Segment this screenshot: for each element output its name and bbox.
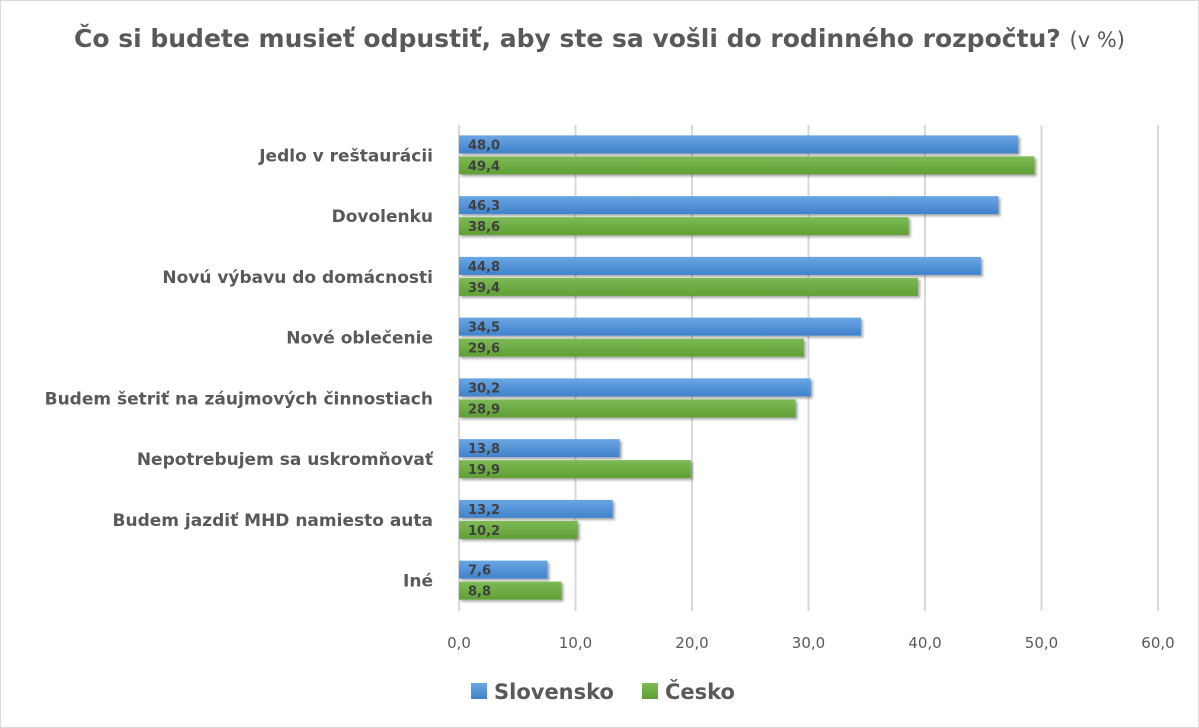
data-label: 39,4 [468, 281, 500, 296]
category-label: Budem šetriť na záujmových činnostiach [45, 389, 433, 409]
x-tick-label: 20,0 [675, 634, 708, 652]
data-label: 46,3 [468, 199, 500, 214]
bar-slovensko [459, 317, 861, 336]
data-label: 48,0 [468, 138, 500, 153]
legend-label: Slovensko [494, 680, 614, 704]
bar-česko [459, 156, 1035, 175]
bar-slovensko [459, 560, 548, 579]
data-label: 29,6 [468, 342, 500, 357]
data-label: 44,8 [468, 260, 500, 275]
chart-title: Čo si budete musieť odpustiť, aby ste sa… [1, 19, 1198, 60]
bar-slovensko [459, 378, 811, 397]
bar-česko [459, 581, 562, 600]
category-label: Budem jazdiť MHD namiesto auta [113, 511, 433, 531]
category-label: Nové oblečenie [286, 329, 433, 349]
bar-slovensko [459, 256, 981, 275]
category-label: Nepotrebujem sa uskromňovať [137, 450, 434, 470]
data-label: 10,2 [468, 524, 500, 539]
bar-slovensko [459, 439, 620, 458]
bar-česko [459, 338, 804, 357]
data-label: 30,2 [468, 381, 500, 396]
data-label: 34,5 [468, 321, 500, 336]
data-label: 49,4 [468, 159, 500, 174]
data-label: 19,9 [468, 463, 500, 478]
category-label: Jedlo v reštaurácii [258, 146, 433, 166]
title-text: Čo si budete musieť odpustiť, aby ste sa… [73, 24, 1061, 53]
x-tick-label: 10,0 [559, 634, 592, 652]
legend-swatch-česko [641, 683, 658, 699]
bar-česko [459, 520, 578, 539]
category-label: Novú výbavu do domácnosti [162, 268, 433, 288]
bar-slovensko [459, 196, 999, 215]
bar-slovensko [459, 135, 1019, 154]
category-label: Dovolenku [332, 207, 433, 227]
data-label: 8,8 [468, 585, 491, 600]
bar-slovensko [459, 499, 613, 518]
bar-česko [459, 460, 691, 479]
x-tick-label: 30,0 [792, 634, 825, 652]
bar-česko [459, 399, 796, 418]
data-label: 28,9 [468, 402, 500, 417]
category-label: Iné [403, 572, 433, 592]
bar-česko [459, 277, 919, 296]
x-tick-label: 0,0 [447, 634, 471, 652]
title-unit: (v %) [1069, 28, 1125, 52]
data-label: 13,8 [468, 442, 500, 457]
legend-label: Česko [665, 679, 735, 704]
x-tick-label: 60,0 [1141, 634, 1174, 652]
x-tick-label: 50,0 [1025, 634, 1058, 652]
legend-swatch-slovensko [471, 683, 487, 699]
data-label: 13,2 [468, 503, 500, 518]
data-label: 7,6 [468, 564, 491, 579]
bar-česko [459, 217, 909, 236]
x-tick-label: 40,0 [908, 634, 941, 652]
data-label: 38,6 [468, 220, 500, 235]
